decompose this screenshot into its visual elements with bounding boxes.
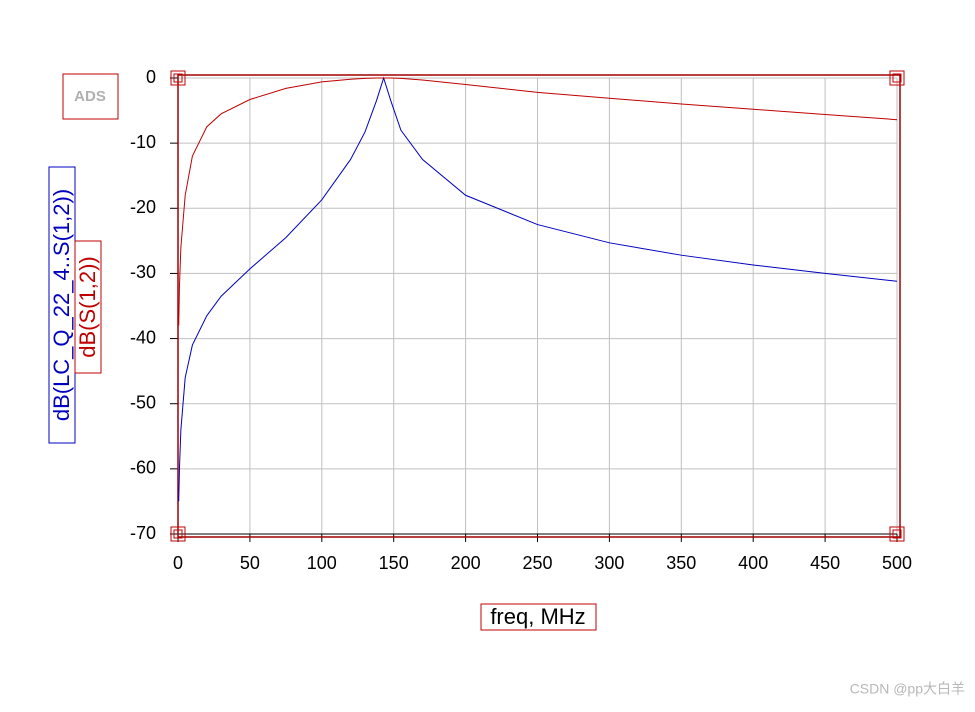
x-tick-label: 450 xyxy=(810,553,840,573)
x-tick-label: 200 xyxy=(451,553,481,573)
watermark: CSDN @pp大白羊 xyxy=(850,681,965,697)
x-tick-label: 50 xyxy=(240,553,260,573)
x-tick-label: 0 xyxy=(173,553,183,573)
corner-marker xyxy=(173,529,183,539)
series-line xyxy=(178,76,898,502)
x-label-box xyxy=(480,603,597,631)
corner-marker xyxy=(889,526,905,542)
y-tick-label: 0 xyxy=(146,67,156,87)
y-axis-label-group: dB(LC_Q_22_4..S(1,2)) xyxy=(48,166,76,444)
y-tick-label: -10 xyxy=(130,132,156,152)
corner-marker xyxy=(892,529,902,539)
x-tick-label: 250 xyxy=(522,553,552,573)
y-axis-label: dB(LC_Q_22_4..S(1,2)) xyxy=(49,189,74,421)
corner-marker xyxy=(889,70,905,86)
corner-marker xyxy=(170,70,186,86)
y-tick-label: -40 xyxy=(130,327,156,347)
corner-marker xyxy=(892,73,902,83)
x-tick-label: 300 xyxy=(594,553,624,573)
y-tick-label: -50 xyxy=(130,392,156,412)
x-axis-label: freq, MHz xyxy=(490,604,585,629)
y-tick-label: -70 xyxy=(130,523,156,543)
x-tick-label: 350 xyxy=(666,553,696,573)
logo: ADS xyxy=(74,88,106,105)
corner-marker xyxy=(170,526,186,542)
y-tick-label: -20 xyxy=(130,197,156,217)
x-tick-label: 500 xyxy=(882,553,912,573)
x-tick-label: 400 xyxy=(738,553,768,573)
plot-frame xyxy=(177,74,901,538)
corner-marker xyxy=(173,73,183,83)
label-box xyxy=(74,240,102,374)
y-tick-label: -60 xyxy=(130,458,156,478)
x-tick-label: 100 xyxy=(307,553,337,573)
x-tick-label: 150 xyxy=(379,553,409,573)
series-line xyxy=(178,77,898,326)
logo-box xyxy=(62,73,119,120)
y-axis-label: dB(S(1,2)) xyxy=(75,256,100,357)
y-axis-label-group: dB(S(1,2)) xyxy=(74,240,102,374)
y-tick-label: -30 xyxy=(130,262,156,282)
